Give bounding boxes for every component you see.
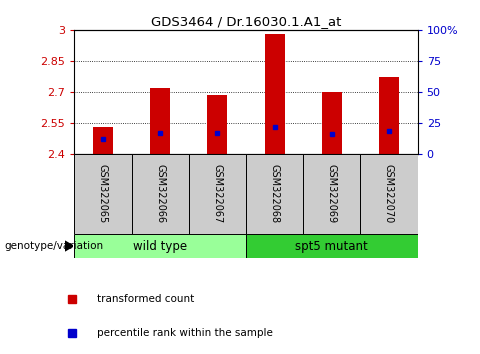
Bar (264, 34, 285, 154)
Text: GSM322066: GSM322066 (155, 164, 165, 223)
Title: GDS3464 / Dr.16030.1.A1_at: GDS3464 / Dr.16030.1.A1_at (151, 15, 341, 28)
Bar (189, 154, 246, 234)
Bar (74, 154, 132, 234)
Bar (246, 154, 303, 234)
Text: spt5 mutant: spt5 mutant (295, 240, 368, 252)
Text: GSM322068: GSM322068 (270, 164, 279, 223)
Text: genotype/variation: genotype/variation (5, 241, 104, 251)
Bar (74, 234, 246, 258)
Bar (379, 76, 399, 154)
Text: GSM322069: GSM322069 (327, 164, 337, 223)
Bar (303, 154, 360, 234)
Text: percentile rank within the sample: percentile rank within the sample (97, 328, 273, 338)
Polygon shape (65, 241, 73, 251)
Text: GSM322065: GSM322065 (98, 164, 108, 223)
Text: GSM322067: GSM322067 (212, 164, 222, 223)
Bar (246, 234, 418, 258)
Bar (93, 127, 113, 154)
Bar (132, 154, 189, 234)
Text: wild type: wild type (133, 240, 187, 252)
Bar (360, 154, 418, 234)
Bar (207, 95, 228, 154)
Bar (150, 88, 170, 154)
Text: transformed count: transformed count (97, 295, 194, 304)
Text: GSM322070: GSM322070 (384, 164, 394, 223)
Bar (322, 92, 342, 154)
